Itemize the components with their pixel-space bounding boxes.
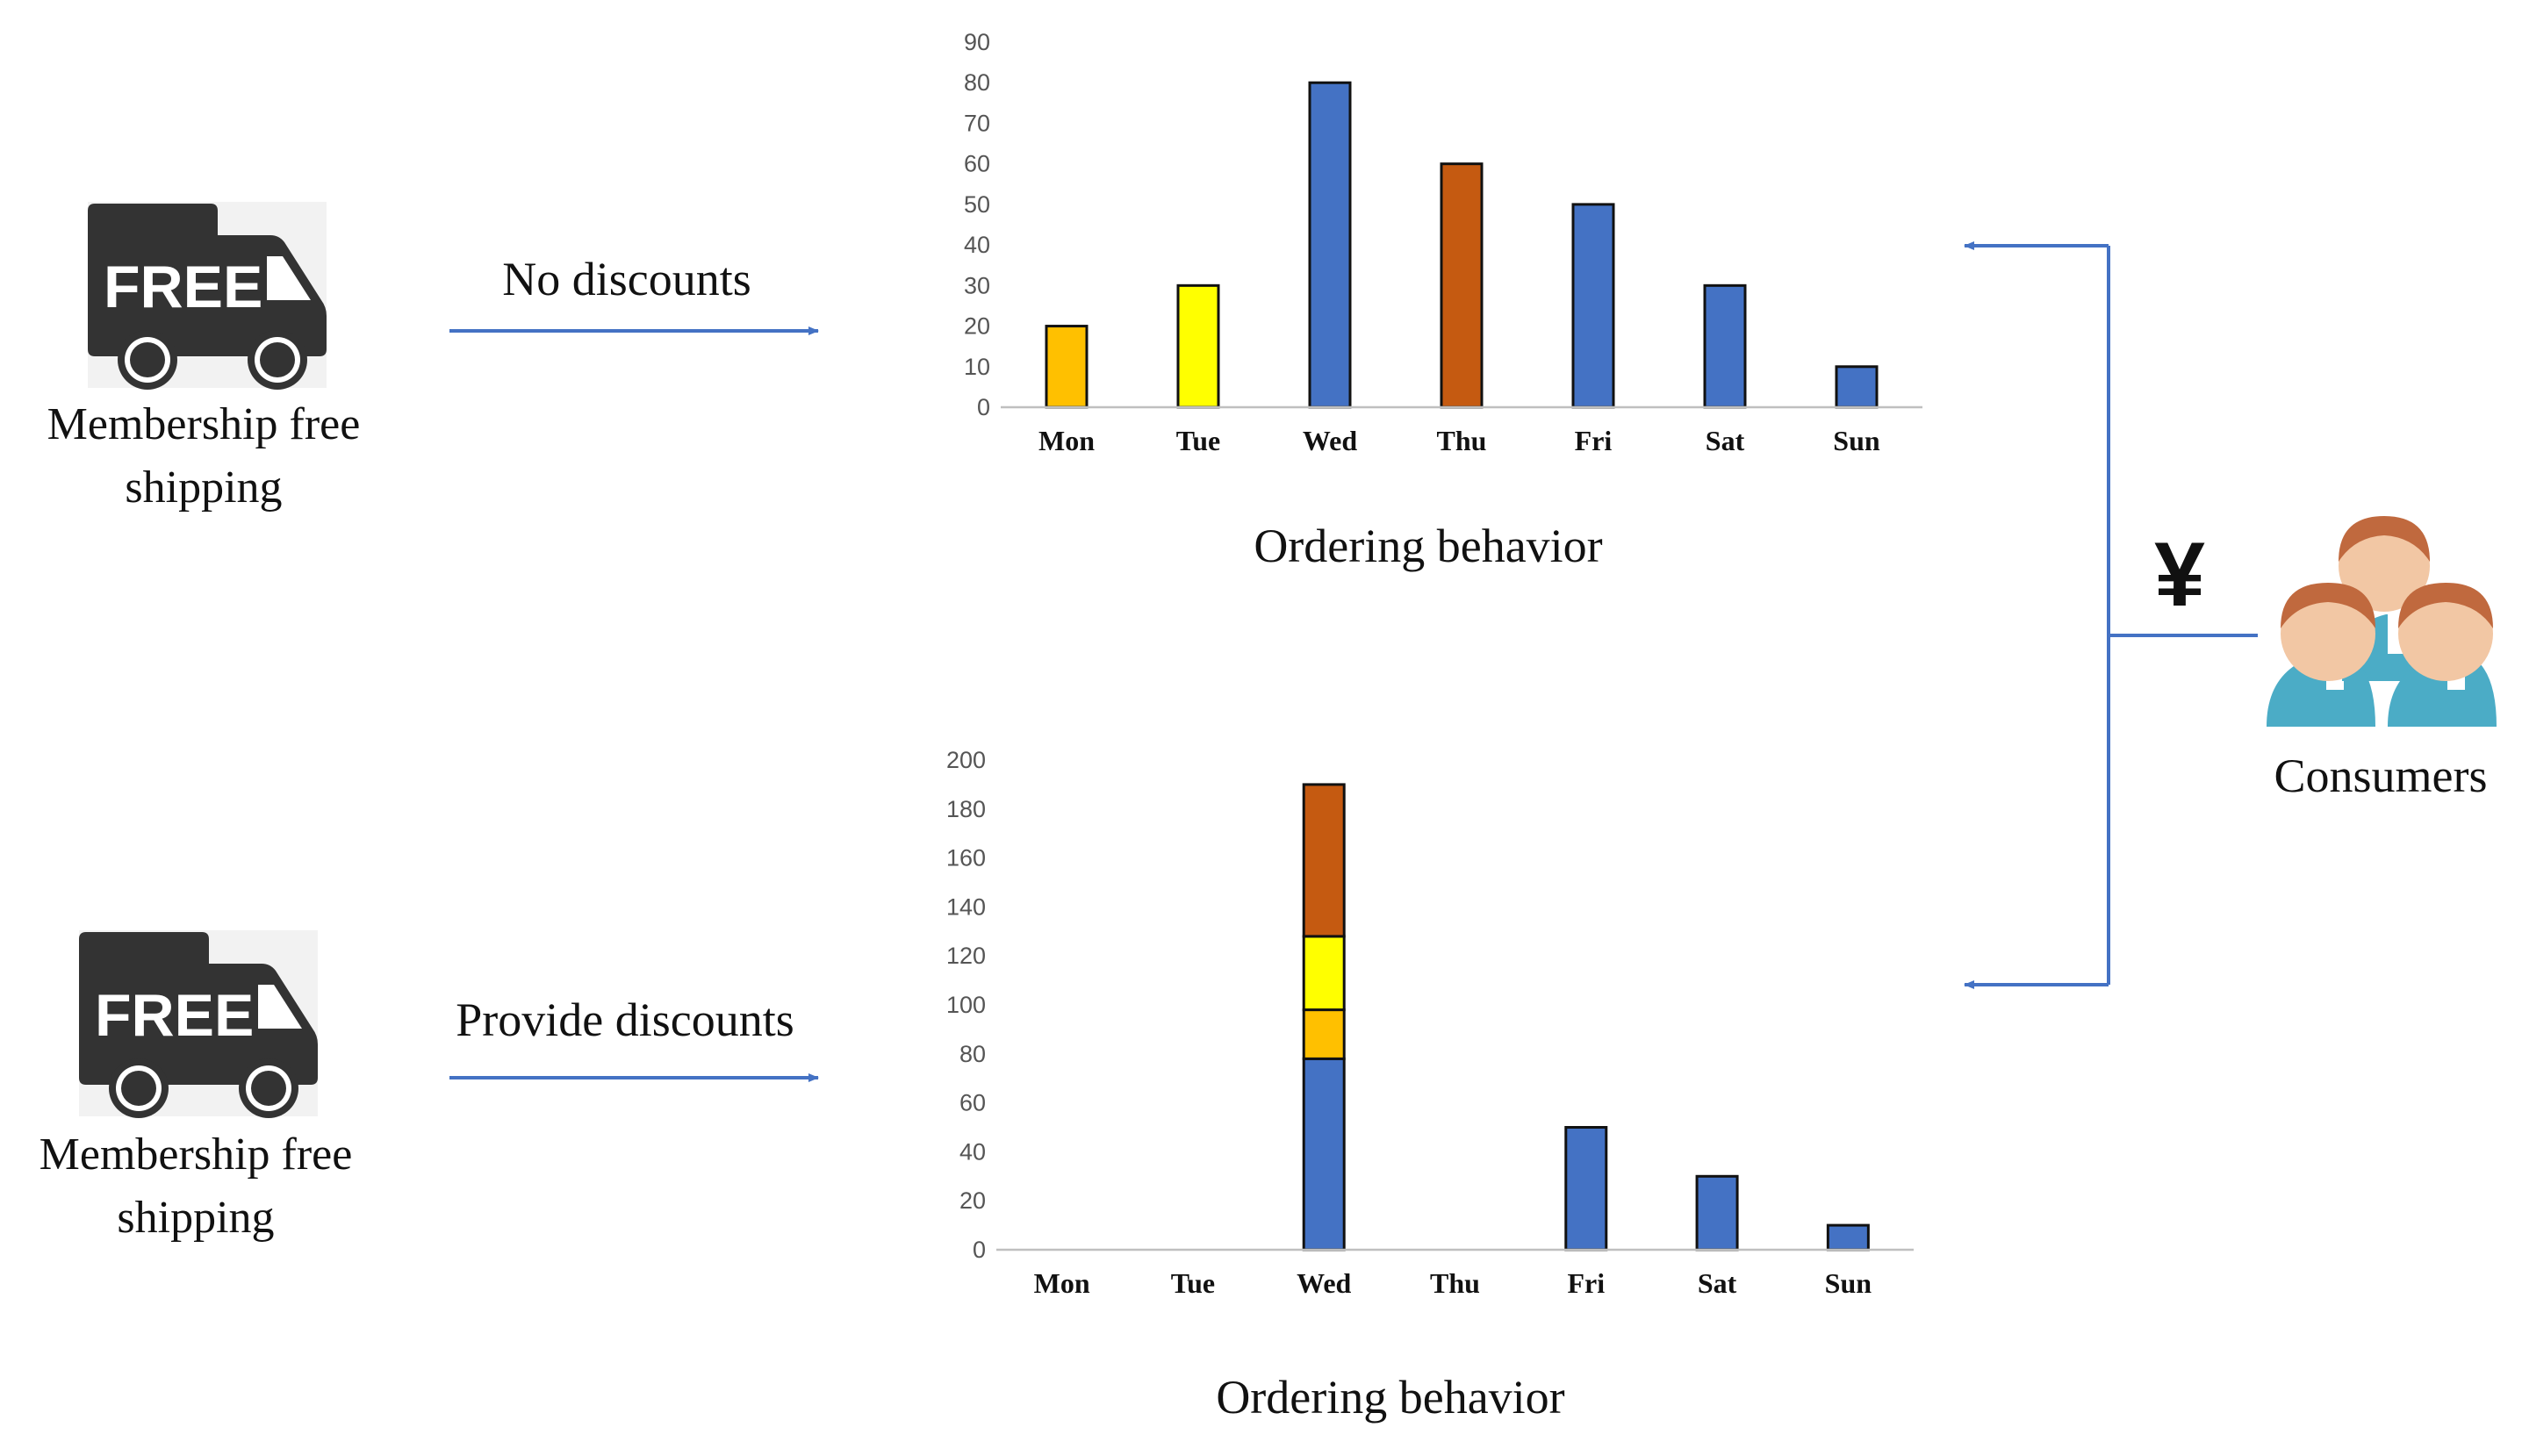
y-tick-label: 50 bbox=[964, 191, 990, 218]
truck-icon-label: FREE bbox=[104, 254, 262, 320]
ordering-chart-with-discounts: 0 20 40 60 80 100 120 140 160 180 200 Mon Tue Wed Thu F… bbox=[946, 747, 1914, 1424]
no-discounts-label: No discounts bbox=[502, 253, 751, 305]
bar-wed-segment-2 bbox=[1302, 935, 1346, 1012]
consumer-feedback-connector bbox=[1964, 241, 2258, 989]
bottom-truck-caption-line1: Membership free bbox=[40, 1130, 353, 1180]
truck-icon: FREE bbox=[88, 202, 327, 390]
x-tick-label: Wed bbox=[1297, 1267, 1351, 1299]
bar-thu bbox=[1440, 162, 1484, 409]
x-tick-label: Fri bbox=[1575, 425, 1613, 456]
y-tick-label: 180 bbox=[946, 796, 986, 822]
x-tick-label: Thu bbox=[1437, 425, 1487, 456]
x-tick-label: Sat bbox=[1706, 425, 1745, 456]
y-tick-label: 0 bbox=[977, 394, 990, 420]
bar-mon bbox=[1045, 325, 1089, 409]
x-axis-title: Ordering behavior bbox=[1216, 1371, 1564, 1424]
y-tick-label: 20 bbox=[959, 1187, 986, 1214]
x-tick-label: Fri bbox=[1567, 1267, 1605, 1299]
x-axis-title: Ordering behavior bbox=[1254, 520, 1602, 572]
provide-discounts-label: Provide discounts bbox=[456, 993, 794, 1046]
y-tick-label: 60 bbox=[964, 151, 990, 177]
y-tick-label: 80 bbox=[959, 1041, 986, 1067]
y-tick-label: 100 bbox=[946, 992, 986, 1018]
bar-sun-segment-0 bbox=[1826, 1223, 1870, 1252]
y-tick-label: 30 bbox=[964, 272, 990, 298]
bar-sat-segment-0 bbox=[1695, 1174, 1739, 1252]
ordering-chart-no-discounts: 0 10 20 30 40 50 60 70 80 90 Mon Tue Wed Thu Fri Sat Sun… bbox=[964, 29, 1922, 572]
x-tick-label: Mon bbox=[1034, 1267, 1090, 1299]
bar-fri bbox=[1571, 203, 1615, 409]
y-tick-label: 0 bbox=[973, 1237, 986, 1263]
y-tick-label: 20 bbox=[964, 313, 990, 340]
x-tick-label: Tue bbox=[1176, 425, 1220, 456]
top-truck-caption-line2: shipping bbox=[125, 463, 282, 513]
y-tick-label: 90 bbox=[964, 29, 990, 55]
bar-wed-segment-1 bbox=[1302, 1008, 1346, 1060]
x-tick-label: Wed bbox=[1303, 425, 1357, 456]
truck-icon: FREE bbox=[79, 930, 318, 1118]
y-tick-label: 40 bbox=[959, 1138, 986, 1165]
people-group-icon bbox=[2267, 516, 2497, 727]
bar-sat bbox=[1703, 283, 1747, 409]
x-tick-label: Mon bbox=[1038, 425, 1095, 456]
bar-wed bbox=[1308, 81, 1352, 409]
x-tick-label: Sun bbox=[1825, 1267, 1872, 1299]
bar-wed-segment-0 bbox=[1302, 1057, 1346, 1252]
top-truck-caption-line1: Membership free bbox=[47, 399, 361, 449]
consumers-label: Consumers bbox=[2274, 750, 2488, 802]
bottom-truck-caption-line2: shipping bbox=[117, 1193, 274, 1243]
y-tick-label: 140 bbox=[946, 893, 986, 920]
y-tick-label: 200 bbox=[946, 747, 986, 773]
x-tick-label: Tue bbox=[1171, 1267, 1215, 1299]
bar-fri-segment-0 bbox=[1564, 1126, 1608, 1252]
y-tick-label: 80 bbox=[964, 69, 990, 96]
y-tick-label: 160 bbox=[946, 845, 986, 871]
x-tick-label: Sat bbox=[1698, 1267, 1737, 1299]
yen-symbol: ¥ bbox=[2154, 524, 2205, 626]
y-tick-label: 120 bbox=[946, 943, 986, 969]
x-tick-label: Sun bbox=[1833, 425, 1880, 456]
y-tick-label: 70 bbox=[964, 110, 990, 136]
y-tick-label: 60 bbox=[959, 1090, 986, 1116]
y-tick-label: 40 bbox=[964, 232, 990, 258]
bar-wed-segment-3 bbox=[1302, 783, 1346, 938]
bar-sun bbox=[1835, 365, 1879, 409]
truck-icon-label: FREE bbox=[95, 982, 254, 1049]
bar-tue bbox=[1176, 283, 1220, 409]
y-tick-label: 10 bbox=[964, 354, 990, 380]
x-tick-label: Thu bbox=[1430, 1267, 1480, 1299]
